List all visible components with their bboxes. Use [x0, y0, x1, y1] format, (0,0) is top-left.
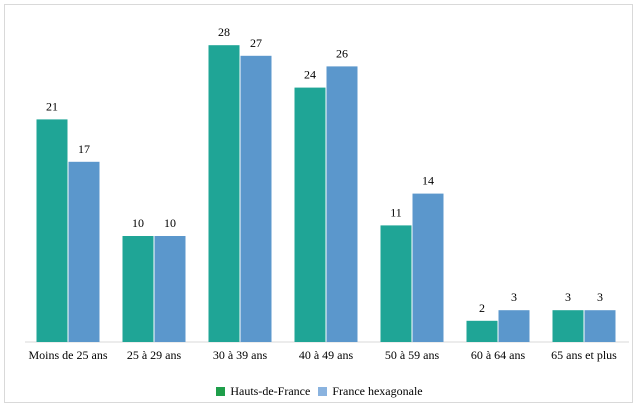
bar-france-hexagonale-40-a-49-ans [327, 66, 358, 342]
legend-item-france-hexagonale: France hexagonale [318, 384, 422, 399]
bar-hauts-de-france-25-a-29-ans [123, 236, 154, 342]
x-tick-label-moins-de-25-ans: Moins de 25 ans [29, 348, 108, 362]
bar-hauts-de-france-30-a-39-ans [209, 45, 240, 342]
data-label-france-hexagonale-40-a-49-ans: 26 [336, 46, 348, 60]
bar-france-hexagonale-50-a-59-ans [413, 194, 444, 342]
data-label-hauts-de-france-25-a-29-ans: 10 [132, 216, 144, 230]
bar-france-hexagonale-moins-de-25-ans [69, 162, 100, 342]
bar-france-hexagonale-30-a-39-ans [241, 56, 272, 342]
x-tick-label-50-a-59-ans: 50 à 59 ans [385, 348, 440, 362]
x-tick-label-25-a-29-ans: 25 à 29 ans [127, 348, 182, 362]
bar-hauts-de-france-moins-de-25-ans [37, 119, 68, 342]
data-label-hauts-de-france-30-a-39-ans: 28 [218, 25, 230, 39]
data-label-hauts-de-france-60-a-64-ans: 2 [479, 301, 485, 315]
data-label-france-hexagonale-moins-de-25-ans: 17 [78, 142, 90, 156]
x-tick-label-30-a-39-ans: 30 à 39 ans [213, 348, 268, 362]
data-label-hauts-de-france-65-ans-et-plus: 3 [565, 290, 571, 304]
bar-hauts-de-france-65-ans-et-plus [553, 310, 584, 342]
legend-label-france-hexagonale: France hexagonale [332, 384, 422, 399]
legend-swatch-hauts-de-france [216, 387, 225, 396]
data-label-hauts-de-france-50-a-59-ans: 11 [390, 205, 402, 219]
legend-label-hauts-de-france: Hauts-de-France [230, 384, 310, 399]
data-label-france-hexagonale-30-a-39-ans: 27 [250, 36, 262, 50]
data-label-hauts-de-france-moins-de-25-ans: 21 [46, 99, 58, 113]
bar-hauts-de-france-50-a-59-ans [381, 225, 412, 342]
x-tick-label-65-ans-et-plus: 65 ans et plus [551, 348, 617, 362]
legend-item-hauts-de-france: Hauts-de-France [216, 384, 310, 399]
x-tick-label-40-a-49-ans: 40 à 49 ans [299, 348, 354, 362]
data-label-france-hexagonale-50-a-59-ans: 14 [422, 174, 434, 188]
x-tick-label-60-a-64-ans: 60 à 64 ans [471, 348, 526, 362]
data-label-france-hexagonale-60-a-64-ans: 3 [511, 290, 517, 304]
legend: Hauts-de-France France hexagonale [0, 384, 639, 399]
bar-hauts-de-france-40-a-49-ans [295, 88, 326, 342]
data-label-france-hexagonale-65-ans-et-plus: 3 [597, 290, 603, 304]
bar-france-hexagonale-60-a-64-ans [499, 310, 530, 342]
bar-france-hexagonale-65-ans-et-plus [585, 310, 616, 342]
legend-swatch-france-hexagonale [318, 387, 327, 396]
data-label-hauts-de-france-40-a-49-ans: 24 [304, 68, 316, 82]
bar-france-hexagonale-25-a-29-ans [155, 236, 186, 342]
bar-hauts-de-france-60-a-64-ans [467, 321, 498, 342]
data-label-france-hexagonale-25-a-29-ans: 10 [164, 216, 176, 230]
